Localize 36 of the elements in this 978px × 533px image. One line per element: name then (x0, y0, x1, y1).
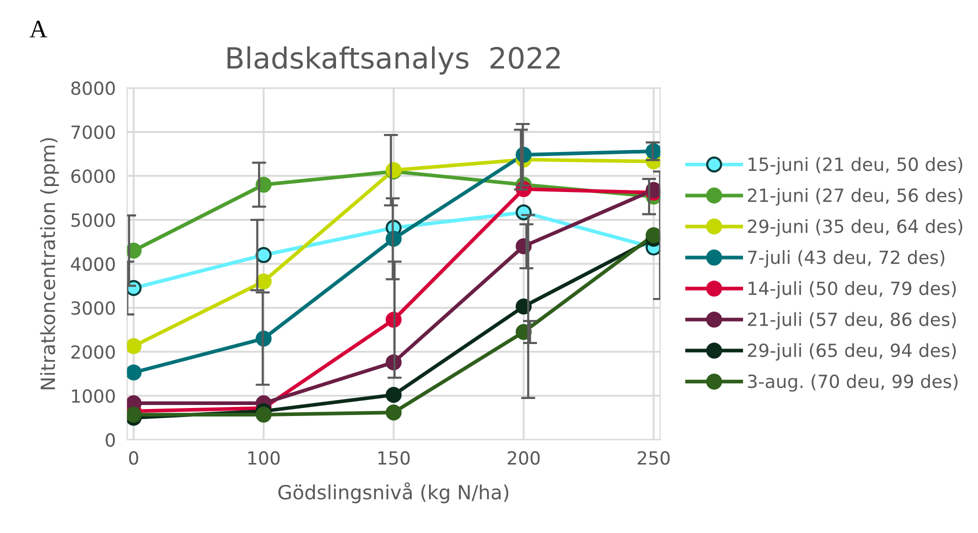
point (386, 404, 402, 420)
point (127, 364, 142, 380)
point (386, 386, 402, 403)
legend-label: 21-juli (57 deu, 86 des) (748, 312, 956, 330)
chart-title: Bladskaftsanalys 2022 (228, 46, 560, 75)
x-tick-label: 0 (129, 451, 138, 465)
y-tick-label: 3000 (71, 301, 115, 315)
point (127, 280, 142, 296)
point (256, 406, 272, 423)
y-tick-label: 8000 (71, 81, 115, 96)
point (256, 247, 272, 264)
legend-label: 7-juli (43 deu, 72 des) (748, 250, 944, 268)
y-tick-label: 4000 (70, 257, 115, 271)
y-axis-title: Nitratkoncentration (ppm) (40, 138, 59, 390)
x-tick-label: 150 (378, 451, 410, 465)
point (646, 227, 660, 244)
y-tick-label: 1000 (72, 389, 115, 403)
text: A (30, 20, 48, 38)
y-tick-label: 5000 (71, 213, 115, 227)
legend-label: 29-juli (65 deu, 94 des) (748, 343, 956, 361)
y-tick-label: 2000 (71, 345, 115, 359)
y-tick-label: 0 (106, 433, 115, 447)
point (127, 406, 142, 423)
y-tick-label: 6000 (71, 169, 115, 184)
legend-label: 21-juni (27 deu, 56 des) (748, 188, 962, 206)
legend-label: 29-juni (35 deu, 64 des) (748, 219, 962, 237)
x-tick-label: 200 (508, 451, 540, 465)
point (127, 338, 142, 354)
legend-label: 14-juli (50 deu, 79 des) (748, 281, 956, 299)
legend-label: 15-juni (21 deu, 50 des) (748, 157, 962, 175)
y-tick-label: 7000 (72, 125, 115, 140)
point (256, 273, 272, 290)
x-tick-label: 250 (638, 451, 670, 465)
x-tick-label: 100 (248, 451, 280, 465)
legend-label: 3-aug. (70 deu, 99 des) (748, 374, 958, 392)
x-axis-title: Gödslingsnivå (kg N/ha) (278, 482, 508, 504)
